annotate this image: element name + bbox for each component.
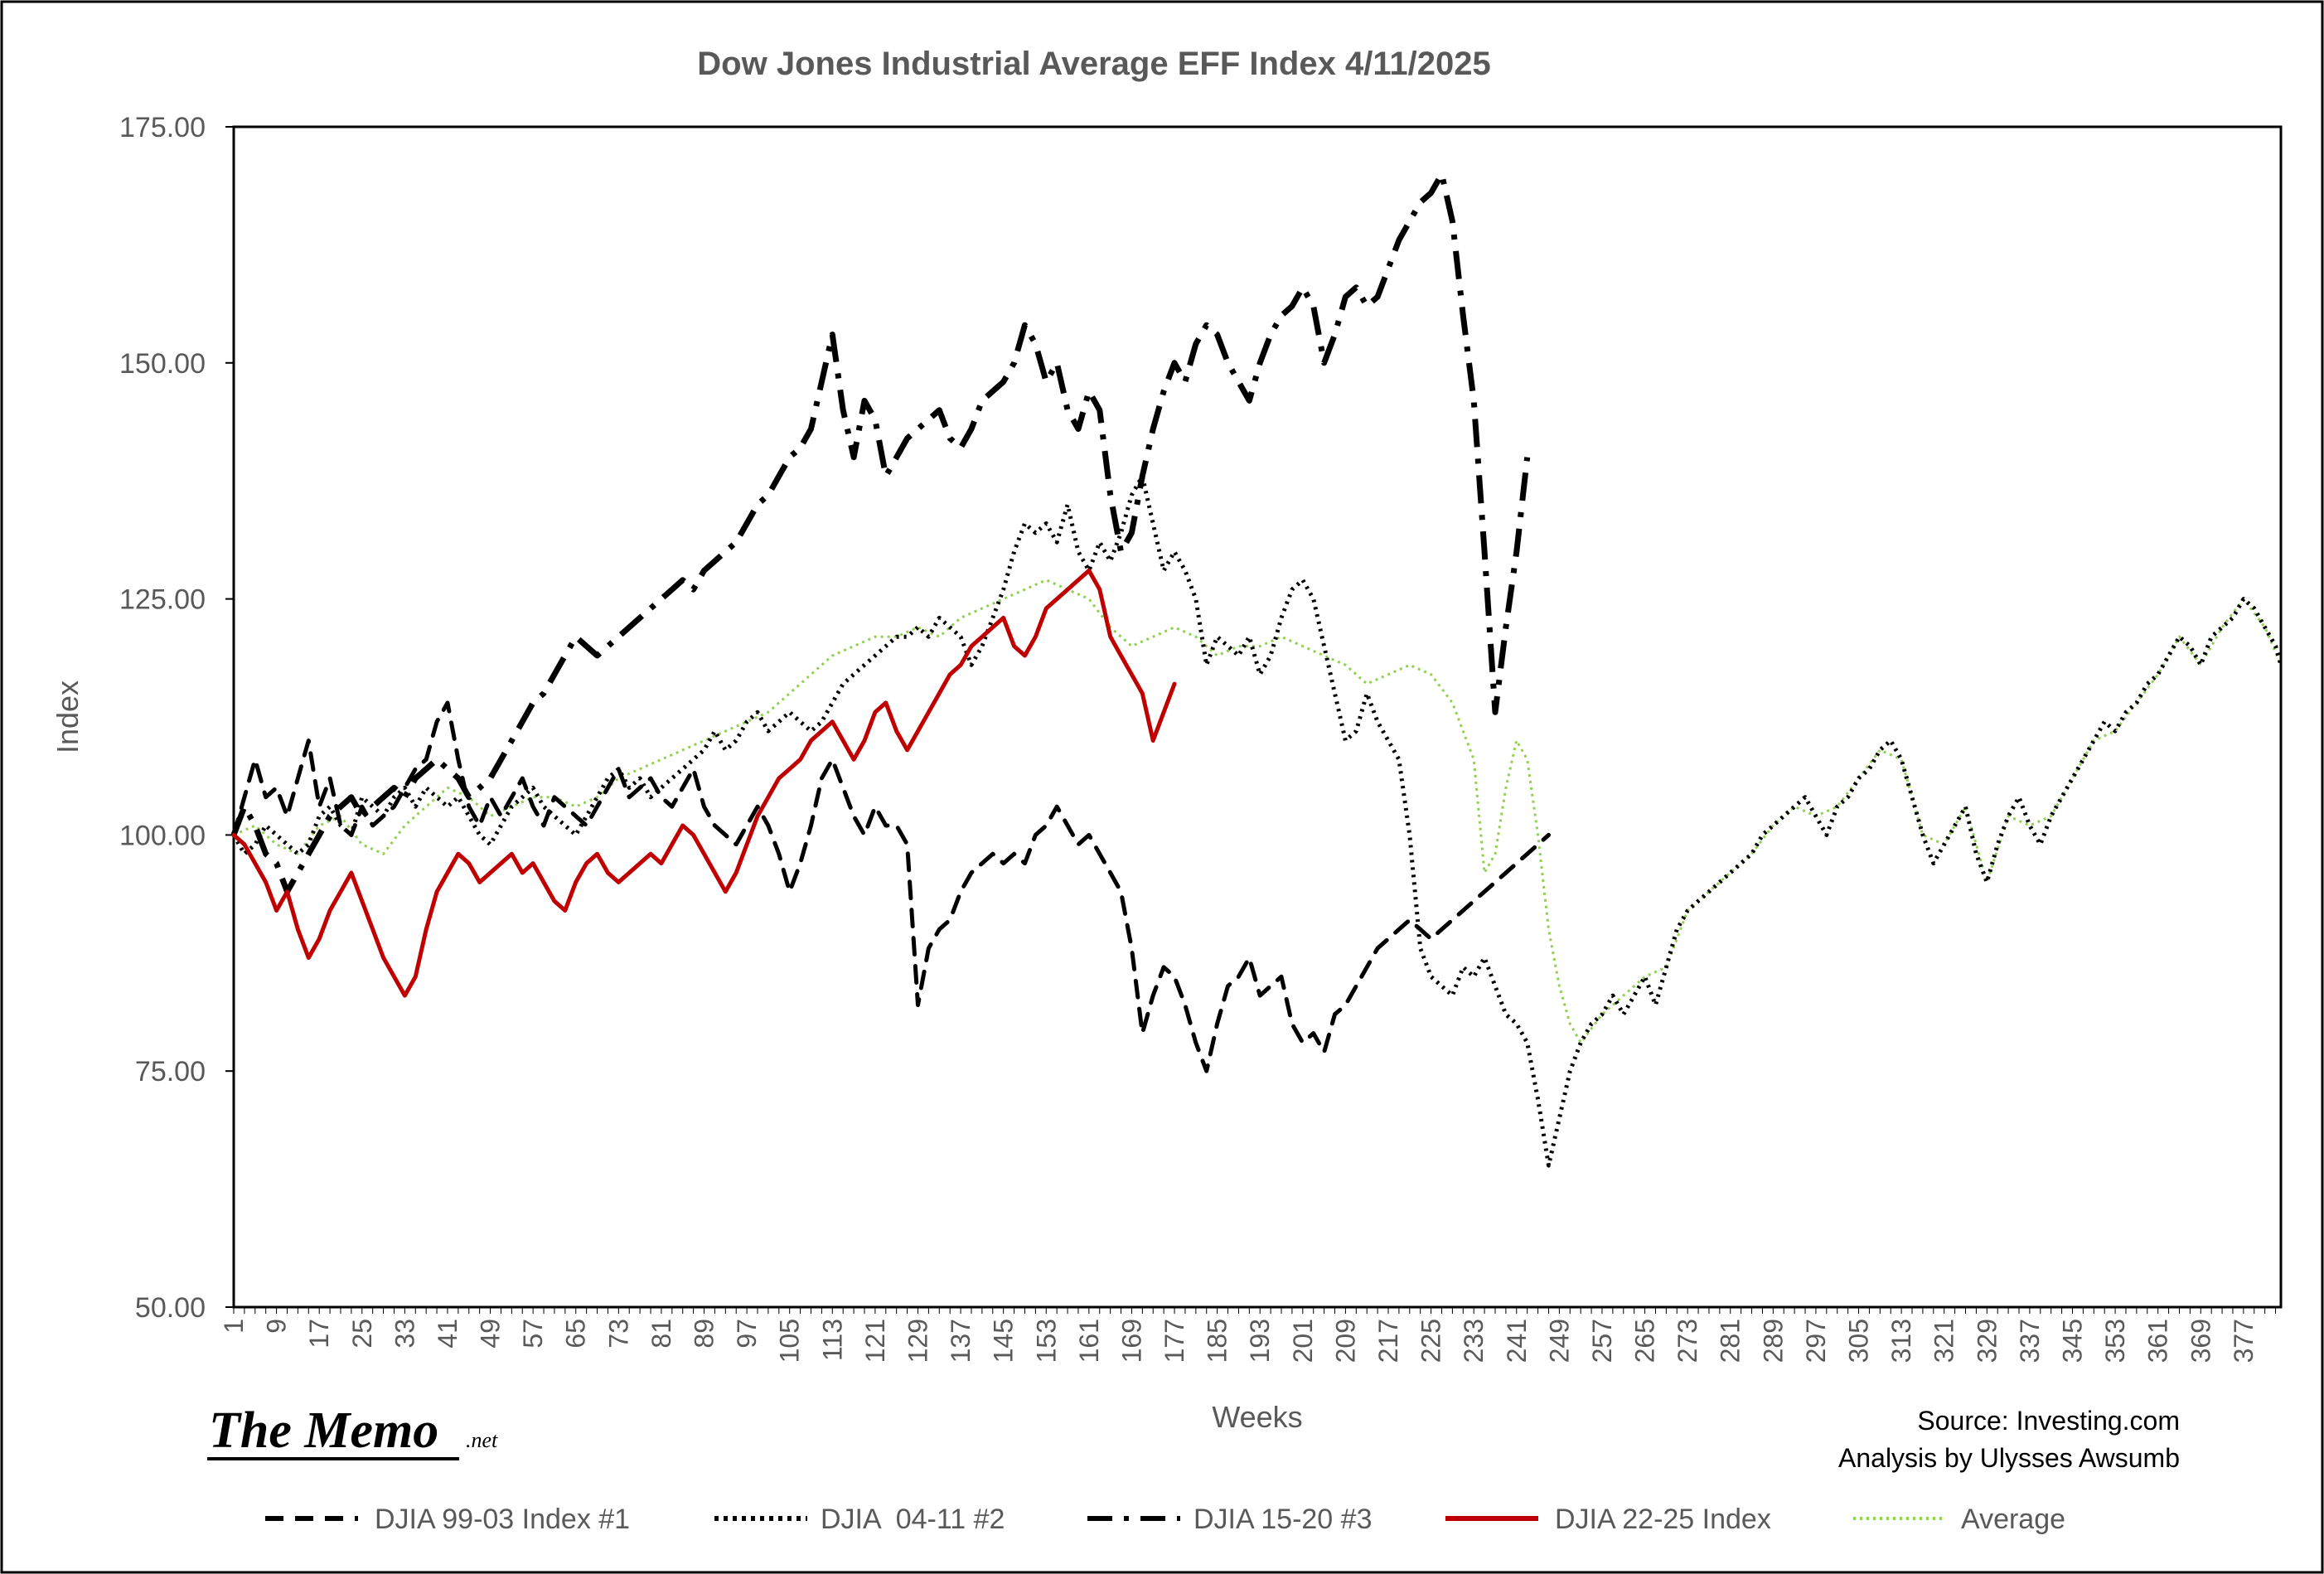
x-tick-label: 321 — [1929, 1319, 1959, 1363]
x-tick-label: 25 — [347, 1319, 377, 1349]
x-tick-label: 305 — [1844, 1319, 1874, 1363]
series-line-djia-22-25-index — [231, 568, 1177, 998]
x-tick-label: 225 — [1416, 1319, 1446, 1363]
x-tick-label: 169 — [1116, 1319, 1146, 1363]
x-tick-label: 201 — [1288, 1319, 1318, 1363]
x-tick-label: 185 — [1203, 1319, 1232, 1363]
x-tick-label: 129 — [903, 1319, 932, 1363]
y-tick-label: 150.00 — [119, 348, 206, 380]
legend-label: DJIA 04-11 #2 — [821, 1504, 1005, 1535]
x-tick-label: 177 — [1160, 1319, 1189, 1363]
x-tick-label: 313 — [1886, 1319, 1916, 1363]
series-layer — [230, 171, 2283, 1168]
x-tick-label: 361 — [2143, 1319, 2173, 1363]
x-tick-label: 145 — [989, 1319, 1019, 1363]
x-tick-label: 73 — [603, 1319, 633, 1349]
x-tick-label: 57 — [518, 1319, 548, 1349]
x-tick-label: 9 — [262, 1319, 292, 1334]
legend-item-average: Average — [1853, 1504, 2065, 1535]
x-tick-label: 209 — [1330, 1319, 1360, 1363]
y-axis-ticks: 175.00 150.00 125.00 100.00 75.00 50.00 — [119, 112, 234, 1324]
y-tick-label: 75.00 — [135, 1056, 206, 1087]
legend-item-djia-22-25: DJIA 22-25 Index — [1445, 1504, 1771, 1535]
y-axis-title: Index — [51, 680, 85, 753]
legend-label: DJIA 15-20 #3 — [1193, 1504, 1372, 1535]
x-tick-label: 345 — [2057, 1319, 2087, 1363]
x-tick-label: 265 — [1630, 1319, 1660, 1363]
x-tick-label: 273 — [1673, 1319, 1702, 1363]
x-tick-label: 1 — [219, 1319, 249, 1334]
x-tick-label: 89 — [690, 1319, 719, 1349]
x-tick-label: 353 — [2100, 1319, 2130, 1363]
series-line-average — [233, 579, 2283, 1044]
x-tick-label: 233 — [1459, 1319, 1489, 1363]
series-line-djia-99-03-index-1 — [231, 700, 1551, 1073]
x-tick-label: 81 — [646, 1319, 676, 1349]
plot-area — [232, 125, 2283, 1309]
series-line-djia-04-11-2 — [231, 474, 2283, 1168]
x-tick-label: 369 — [2186, 1319, 2215, 1363]
series-line-djia-15-20-3 — [230, 171, 1531, 895]
x-tick-label: 161 — [1074, 1319, 1104, 1363]
x-tick-label: 17 — [304, 1319, 334, 1349]
logo-text: The Memo — [209, 1402, 438, 1459]
x-tick-label: 97 — [732, 1319, 762, 1349]
y-tick-label: 50.00 — [135, 1292, 206, 1324]
x-tick-label: 241 — [1502, 1319, 1532, 1363]
the-memo-logo: The Memo .net — [207, 1402, 498, 1460]
x-tick-label: 49 — [476, 1319, 506, 1349]
y-tick-label: 125.00 — [119, 584, 206, 616]
legend-label: DJIA 99-03 Index #1 — [375, 1504, 630, 1535]
x-tick-label: 217 — [1373, 1319, 1403, 1363]
x-tick-label: 121 — [860, 1319, 890, 1363]
chart-title: Dow Jones Industrial Average EFF Index 4… — [697, 46, 1490, 82]
legend: DJIA 99-03 Index #1 DJIA 04-11 #2 DJIA 1… — [265, 1504, 2065, 1535]
x-tick-label: 297 — [1801, 1319, 1831, 1363]
x-axis-title: Weeks — [1212, 1400, 1302, 1434]
x-tick-label: 249 — [1544, 1319, 1574, 1363]
x-tick-label: 65 — [561, 1319, 591, 1349]
x-tick-label: 33 — [390, 1319, 419, 1349]
x-tick-label: 153 — [1031, 1319, 1061, 1363]
legend-label: DJIA 22-25 Index — [1555, 1504, 1771, 1535]
x-tick-label: 289 — [1758, 1319, 1788, 1363]
x-tick-label: 337 — [2015, 1319, 2045, 1363]
x-tick-label: 377 — [2229, 1319, 2259, 1363]
y-tick-label: 175.00 — [119, 112, 206, 143]
logo-suffix: .net — [466, 1428, 498, 1452]
x-tick-label: 113 — [817, 1319, 847, 1361]
source-note: Source: Investing.com — [1917, 1406, 2180, 1436]
x-tick-label: 193 — [1245, 1319, 1275, 1363]
x-axis-ticks: 1 9 17 25 33 41 49 57 65 73 81 89 97 105 113 121 129 137 1… — [219, 1307, 2277, 1363]
x-tick-label: 257 — [1587, 1319, 1617, 1363]
analysis-note: Analysis by Ulysses Awsumb — [1838, 1443, 2180, 1473]
x-tick-label: 41 — [433, 1319, 462, 1349]
x-tick-label: 281 — [1716, 1319, 1745, 1363]
y-tick-label: 100.00 — [119, 820, 206, 851]
x-tick-label: 105 — [775, 1319, 805, 1363]
x-tick-label: 329 — [1972, 1319, 2002, 1363]
legend-item-djia-99-03: DJIA 99-03 Index #1 — [265, 1504, 630, 1535]
x-tick-label: 137 — [946, 1319, 976, 1363]
legend-item-djia-15-20: DJIA 15-20 #3 — [1087, 1504, 1372, 1535]
legend-item-djia-04-11: DJIA 04-11 #2 — [714, 1504, 1005, 1535]
legend-label: Average — [1961, 1504, 2065, 1535]
